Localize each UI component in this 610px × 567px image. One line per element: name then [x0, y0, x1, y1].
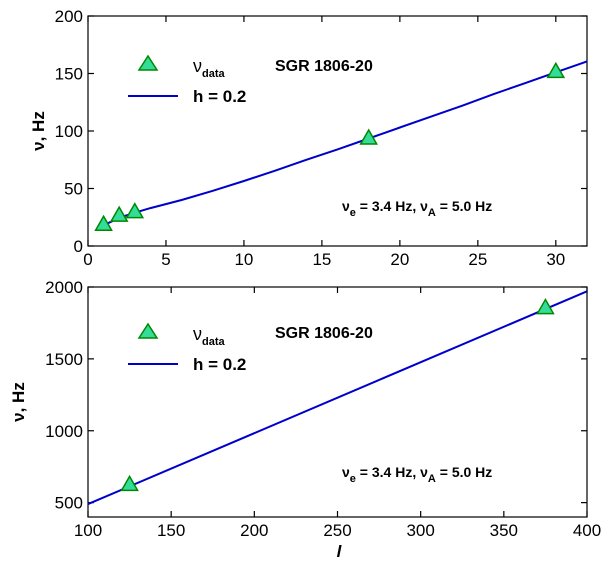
legend-data-label: νdata — [193, 56, 226, 80]
plot-marks — [87, 290, 588, 506]
x-tick-label: 0 — [83, 250, 92, 269]
bottom-panel: 100 150 200 250 300 350 400 500 1000 1500 2000 ν,… — [9, 278, 601, 561]
x-tick-label: 350 — [490, 521, 518, 540]
legend: νdata h = 0.2 — [128, 322, 246, 374]
x-tick-label: 15 — [312, 250, 331, 269]
series-line — [103, 60, 588, 227]
y-tick-label: 2000 — [45, 278, 83, 297]
plot-frame — [87, 15, 588, 247]
data-point — [109, 205, 129, 222]
data-point — [120, 474, 139, 492]
legend-marker-icon — [137, 54, 159, 71]
x-axis-ticks: 0 5 10 15 20 25 30 — [83, 16, 565, 269]
y-tick-label: 150 — [55, 65, 83, 84]
legend-marker-icon — [137, 322, 159, 339]
data-point — [546, 61, 566, 79]
x-tick-label: 150 — [157, 521, 185, 540]
x-tick-label: 5 — [161, 250, 170, 269]
x-axis-label: l — [337, 542, 343, 561]
legend-line-label: h = 0.2 — [193, 355, 246, 374]
y-tick-label: 100 — [55, 122, 83, 141]
y-axis-label: ν, Hz — [9, 382, 28, 422]
chart-title: SGR 1806-20 — [275, 325, 373, 342]
x-tick-label: 400 — [573, 521, 601, 540]
legend-line-label: h = 0.2 — [193, 87, 246, 106]
x-tick-label: 200 — [240, 521, 268, 540]
x-tick-label: 10 — [234, 250, 253, 269]
x-tick-label: 30 — [546, 250, 565, 269]
series-line — [87, 290, 588, 506]
x-tick-label: 100 — [74, 521, 102, 540]
y-tick-label: 1500 — [45, 350, 83, 369]
data-point — [536, 298, 555, 315]
x-tick-label: 300 — [406, 521, 434, 540]
top-panel: 0 5 10 15 20 25 30 0 50 100 150 200 ν, Hz νdata h … — [29, 7, 588, 269]
y-axis-label: ν, Hz — [29, 111, 48, 151]
legend-data-label: νdata — [193, 324, 226, 348]
plot-marks — [94, 60, 588, 232]
data-point — [94, 214, 113, 232]
y-tick-label: 0 — [74, 237, 83, 256]
y-tick-label: 50 — [64, 180, 83, 199]
y-axis-ticks: 0 50 100 150 200 — [55, 7, 587, 256]
chart-title: SGR 1806-20 — [275, 58, 373, 75]
y-tick-label: 1000 — [45, 422, 83, 441]
annotation: νe = 3.4 Hz, νA = 5.0 Hz — [342, 198, 492, 219]
x-tick-label: 25 — [468, 250, 487, 269]
x-tick-label: 20 — [390, 250, 409, 269]
legend: νdata h = 0.2 — [128, 54, 246, 106]
y-tick-label: 500 — [55, 494, 83, 513]
data-point — [359, 128, 378, 145]
y-axis-ticks: 500 1000 1500 2000 — [45, 278, 587, 513]
data-point — [125, 202, 145, 219]
annotation: νe = 3.4 Hz, νA = 5.0 Hz — [342, 464, 492, 485]
x-tick-label: 250 — [323, 521, 351, 540]
y-tick-label: 200 — [55, 7, 83, 26]
x-axis-ticks: 100 150 200 250 300 350 400 — [74, 287, 601, 540]
plot-frame — [87, 286, 588, 518]
